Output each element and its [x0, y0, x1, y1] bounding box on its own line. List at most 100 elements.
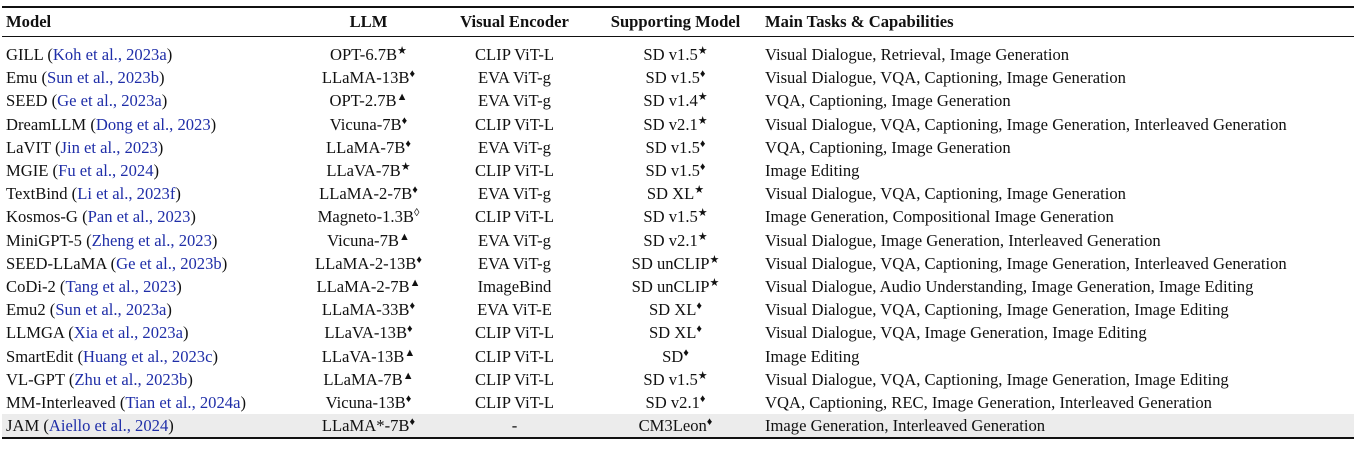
cell-supporting-model: SD v1.4★	[590, 89, 761, 112]
citation-link[interactable]: Zhu et al., 2023b	[74, 369, 188, 389]
cell-tasks: Visual Dialogue, VQA, Captioning, Image …	[761, 113, 1354, 136]
llm-name: LLaMA-7B	[326, 137, 406, 157]
tasks-text: VQA, Captioning, Image Generation	[765, 91, 1011, 111]
llm-marker-icon: ♦	[409, 300, 416, 313]
citation-link[interactable]: Aiello et al., 2024	[48, 416, 169, 436]
encoder-name: CLIP ViT-L	[474, 346, 555, 366]
tasks-text: Visual Dialogue, Image Generation, Inter…	[765, 230, 1161, 250]
cell-visual-encoder: CLIP ViT-L	[439, 345, 590, 368]
table-row: VL-GPT (Zhu et al., 2023b) LLaMA-7B▲ CLIP …	[2, 368, 1354, 391]
encoder-name: EVA ViT-g	[478, 137, 551, 157]
cell-supporting-model: SD unCLIP★	[590, 252, 761, 275]
cell-tasks: Visual Dialogue, VQA, Captioning, Image …	[761, 368, 1354, 391]
citation-link[interactable]: Jin et al., 2023	[60, 137, 158, 157]
llm-marker-icon: ▲	[402, 369, 414, 382]
citation-link[interactable]: Fu et al., 2024	[58, 161, 154, 181]
cell-visual-encoder: CLIP ViT-L	[439, 205, 590, 228]
cell-model: SmartEdit (Huang et al., 2023c)	[6, 346, 219, 366]
llm-marker-icon: ♦	[409, 416, 416, 429]
cell-model: GILL (Koh et al., 2023a)	[6, 45, 173, 64]
citation-link[interactable]: Ge et al., 2023b	[116, 253, 222, 273]
support-name: SD v1.5	[643, 207, 698, 227]
llm-name: LLaMA-2-7B	[319, 184, 413, 204]
cell-supporting-model: SD v1.5★	[590, 368, 761, 391]
model-name: CoDi-2	[6, 277, 56, 297]
header-model: Model	[6, 12, 52, 32]
llm-name: LLaMA-33B	[321, 300, 410, 320]
encoder-name: EVA ViT-E	[477, 300, 552, 320]
encoder-name: CLIP ViT-L	[474, 207, 555, 227]
cell-llm: Vicuna-7B♦	[298, 113, 439, 136]
cell-tasks: Image Generation, Compositional Image Ge…	[761, 205, 1354, 228]
support-name: SD v1.5	[645, 68, 700, 88]
support-marker-icon: ♦	[706, 416, 713, 429]
citation-link[interactable]: Huang et al., 2023c	[82, 346, 213, 366]
llm-marker-icon: ♦	[407, 323, 413, 336]
table-row: Emu2 (Sun et al., 2023a) LLaMA-33B♦ EVA Vi…	[2, 298, 1354, 321]
encoder-name: EVA ViT-g	[478, 230, 551, 250]
cell-tasks: VQA, Captioning, REC, Image Generation, …	[761, 391, 1354, 414]
citation-link[interactable]: Xia et al., 2023a	[73, 323, 183, 343]
llm-marker-icon: ♦	[409, 68, 416, 81]
citation-link[interactable]: Pan et al., 2023	[87, 207, 191, 227]
support-name: SD unCLIP	[631, 253, 710, 273]
tasks-text: VQA, Captioning, Image Generation	[765, 137, 1011, 157]
cell-llm: LLaMA-7B▲	[298, 368, 439, 391]
cell-visual-encoder: EVA ViT-g	[439, 229, 590, 252]
cell-supporting-model: SD v1.5♦	[590, 136, 761, 159]
table-row: JAM (Aiello et al., 2024) LLaMA*-7B♦ - CM3L…	[2, 414, 1354, 439]
support-name: SD XL	[648, 300, 697, 320]
table-row: MM-Interleaved (Tian et al., 2024a) Vicun…	[2, 391, 1354, 414]
cell-visual-encoder: CLIP ViT-L	[439, 321, 590, 344]
citation-link[interactable]: Zheng et al., 2023	[91, 230, 212, 250]
llm-name: Vicuna-7B	[327, 230, 399, 250]
citation-link[interactable]: Sun et al., 2023b	[47, 68, 160, 88]
encoder-name: EVA ViT-g	[478, 253, 551, 273]
cell-visual-encoder: CLIP ViT-L	[439, 368, 590, 391]
llm-marker-icon: ★	[400, 161, 411, 174]
support-marker-icon: ★	[697, 45, 708, 57]
llm-name: LLaMA-13B	[321, 68, 410, 88]
llm-name: Magneto-1.3B	[317, 207, 414, 227]
cell-llm: Magneto-1.3B◊	[298, 205, 439, 228]
tasks-text: Image Generation, Interleaved Generation	[765, 416, 1046, 436]
support-name: SD	[662, 346, 684, 366]
cell-tasks: Image Editing	[761, 345, 1354, 368]
encoder-name: EVA ViT-g	[478, 68, 551, 88]
citation-link[interactable]: Tang et al., 2023	[65, 277, 177, 297]
tasks-text: Visual Dialogue, VQA, Captioning, Image …	[765, 68, 1126, 88]
cell-model: MM-Interleaved (Tian et al., 2024a)	[6, 393, 246, 413]
model-name: VL-GPT	[6, 369, 65, 389]
model-name: LaVIT	[6, 137, 51, 157]
encoder-name: CLIP ViT-L	[474, 369, 555, 389]
support-marker-icon: ★	[697, 207, 708, 220]
cell-tasks: Visual Dialogue, VQA, Captioning, Image …	[761, 298, 1354, 321]
cell-llm: LLaMA*-7B♦	[298, 414, 439, 439]
table-row: DreamLLM (Dong et al., 2023) Vicuna-7B♦ CL…	[2, 113, 1354, 136]
support-name: SD XL	[648, 323, 697, 343]
llm-name: OPT-6.7B	[329, 45, 398, 64]
llm-name: LLaVA-7B	[326, 161, 401, 181]
tasks-text: Image Generation, Compositional Image Ge…	[765, 207, 1114, 227]
cell-supporting-model: CM3Leon♦	[590, 414, 761, 439]
llm-name: LLaMA-2-7B	[316, 277, 410, 297]
table-body: GILL (Koh et al., 2023a) OPT-6.7B ★ CLIP Vi…	[2, 37, 1354, 439]
citation-link[interactable]: Koh et al., 2023a	[52, 45, 167, 64]
support-name: SD XL	[646, 184, 695, 204]
support-name: SD v1.5	[643, 369, 698, 389]
support-marker-icon: ♦	[699, 161, 706, 174]
support-marker-icon: ★	[709, 277, 720, 290]
table-row: CoDi-2 (Tang et al., 2023) LLaMA-2-7B▲ Ima…	[2, 275, 1354, 298]
cell-model: SEED-LLaMA (Ge et al., 2023b)	[6, 253, 228, 273]
citation-link[interactable]: Tian et al., 2024a	[125, 393, 241, 413]
citation-link[interactable]: Dong et al., 2023	[95, 114, 211, 134]
citation-link[interactable]: Li et al., 2023f	[77, 184, 176, 204]
header-visual-encoder: Visual Encoder	[460, 12, 569, 32]
header-llm: LLM	[349, 12, 388, 32]
citation-link[interactable]: Sun et al., 2023a	[55, 300, 167, 320]
cell-model: MGIE (Fu et al., 2024)	[6, 161, 160, 181]
support-marker-icon: ♦	[699, 393, 706, 406]
cell-visual-encoder: EVA ViT-E	[439, 298, 590, 321]
tasks-text: Visual Dialogue, VQA, Captioning, Image …	[765, 369, 1229, 389]
citation-link[interactable]: Ge et al., 2023a	[57, 91, 162, 111]
